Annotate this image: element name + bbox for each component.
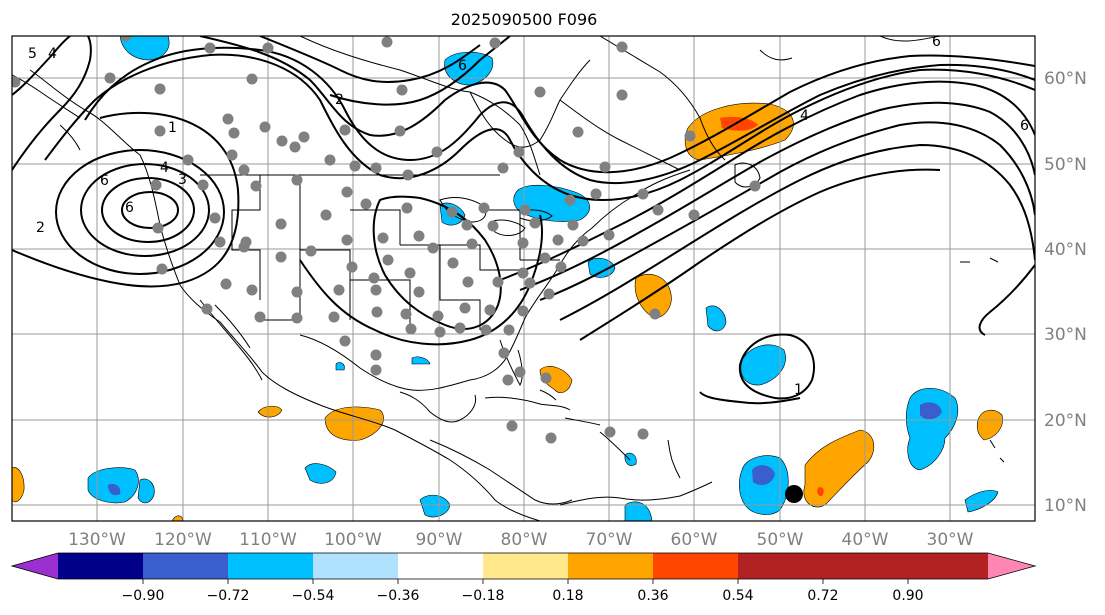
height-contours [12, 36, 1035, 405]
storm-center-marker [785, 485, 803, 503]
lon-label: 90°W [416, 530, 463, 550]
colorbar-tick: 0.72 [807, 588, 838, 604]
contour-label: 6 [458, 58, 467, 74]
lon-label: 120°W [154, 530, 212, 550]
colorbar-segment [483, 553, 568, 579]
lon-label: 80°W [501, 530, 548, 550]
lon-label: 40°W [842, 530, 889, 550]
contour-labels: 5 4 6 1 3 4 6 2 2 6 4 6 6 1 [28, 34, 1029, 398]
contour-label: 4 [48, 46, 57, 62]
colorbar-segment [313, 553, 398, 579]
colorbar-tick: 0.36 [637, 588, 668, 604]
colorbar-tick: −0.54 [292, 588, 335, 604]
contour-label: 6 [932, 34, 941, 50]
lon-label: 110°W [239, 530, 297, 550]
colorbar-extend-high [988, 553, 1035, 579]
colorbar-segment [143, 553, 228, 579]
colorbar-tick: 0.18 [552, 588, 583, 604]
lon-label: 60°W [671, 530, 718, 550]
contour-label: 1 [168, 120, 177, 136]
lat-label: 10°N [1044, 496, 1087, 516]
lat-label: 50°N [1044, 155, 1087, 175]
contour-label: 2 [335, 92, 344, 108]
colorbar-segment [58, 553, 143, 579]
colorbar-segment [398, 553, 483, 579]
contour-label: 4 [160, 160, 169, 176]
lon-label: 100°W [324, 530, 382, 550]
colorbar-segment [908, 553, 988, 579]
contour-label: 5 [28, 46, 37, 62]
contour-label: 6 [1020, 118, 1029, 134]
lat-label: 20°N [1044, 411, 1087, 431]
colorbar-tick: −0.18 [462, 588, 505, 604]
coastlines [12, 36, 1005, 521]
colorbar-tick: 0.90 [892, 588, 923, 604]
colorbar-tick: −0.90 [122, 588, 165, 604]
colorbar-tick: −0.72 [207, 588, 250, 604]
colorbar-segment [568, 553, 653, 579]
lat-label: 40°N [1044, 240, 1087, 260]
colorbar-segment [823, 553, 908, 579]
colorbar-tick: −0.36 [377, 588, 420, 604]
lon-label: 130°W [68, 530, 126, 550]
colorbar-extend-low [12, 553, 58, 579]
contour-label: 2 [36, 220, 45, 236]
contour-label: 1 [794, 382, 803, 398]
lon-label: 30°W [927, 530, 974, 550]
colorbar-segment [653, 553, 738, 579]
longitude-labels: 130°W 120°W 110°W 100°W 90°W 80°W 70°W 6… [68, 530, 974, 550]
colorbar-tick: 0.54 [722, 588, 753, 604]
contour-label: 4 [800, 108, 809, 124]
lat-label: 30°N [1044, 325, 1087, 345]
colorbar: −0.90 −0.72 −0.54 −0.36 −0.18 0.18 0.36 … [10, 552, 1037, 604]
station-markers [12, 36, 761, 444]
lat-label: 60°N [1044, 69, 1087, 89]
lon-label: 50°W [757, 530, 804, 550]
map-title: 2025090500 F096 [450, 10, 598, 29]
colorbar-segment [228, 553, 313, 579]
contour-label: 6 [100, 173, 109, 189]
lon-label: 70°W [586, 530, 633, 550]
colorbar-segment [738, 553, 823, 579]
contour-label: 3 [178, 172, 187, 188]
latitude-labels: 60°N 50°N 40°N 30°N 20°N 10°N [1044, 69, 1087, 516]
contour-label: 6 [125, 200, 134, 216]
map-frame [11, 35, 1036, 522]
